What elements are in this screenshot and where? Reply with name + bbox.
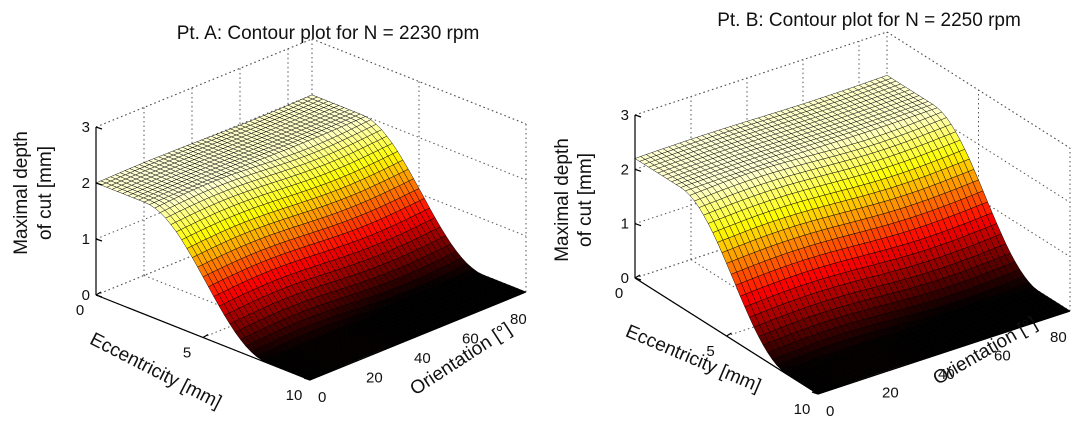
z-tick-label: 3 (621, 107, 629, 124)
z-axis-label-line1: Maximal depth (11, 131, 32, 255)
axis-lines (634, 114, 1071, 395)
chart-title: Pt. A: Contour plot for N = 2230 rpm (177, 23, 480, 44)
z-tick-label: 1 (621, 216, 629, 233)
y-tick-mark (447, 318, 455, 322)
y-tick-label: 40 (414, 350, 431, 367)
y-tick-label: 60 (462, 330, 479, 347)
grid-line (95, 94, 313, 184)
y-tick-mark (351, 357, 359, 362)
x-tick-mark (309, 376, 316, 381)
y-tick-mark (923, 354, 931, 358)
z-tick-mark (95, 294, 103, 298)
x-tick-label: 5 (183, 345, 191, 362)
y-tick-label: 0 (318, 389, 326, 406)
y-tick-mark (399, 338, 407, 342)
axis-lines (95, 126, 527, 381)
surface-mesh (634, 75, 1071, 395)
y-tick-label: 20 (366, 369, 383, 386)
x-tick-label: 0 (76, 302, 84, 319)
z-tick-mark (634, 223, 642, 227)
x-tick-mark (817, 390, 824, 395)
x-tick-label: 5 (706, 343, 714, 360)
z-tick-mark (95, 182, 103, 186)
plot-panel-a: Pt. A: Contour plot for N = 2230 rpm Max… (11, 23, 527, 413)
x-tick-mark (202, 333, 209, 339)
y-tick-label: 80 (1050, 329, 1067, 346)
y-tick-mark (495, 299, 503, 303)
y-tick-mark (979, 336, 987, 340)
surface-plot-a: Pt. A: Contour plot for N = 2230 rpm Max… (11, 23, 527, 413)
z-tick-label: 0 (621, 270, 629, 287)
y-tick-label: 40 (938, 366, 955, 383)
chart-title: Pt. B: Contour plot for N = 2250 rpm (717, 10, 1021, 31)
z-tick-mark (634, 114, 642, 118)
x-tick-label: 10 (794, 401, 811, 418)
z-tick-label: 0 (82, 287, 90, 304)
z-axis-label-line1: Maximal depth (552, 138, 573, 262)
z-tick-mark (634, 277, 642, 281)
plot-panel-b: Pt. B: Contour plot for N = 2250 rpm Max… (537, 0, 1074, 423)
z-tick-label: 3 (82, 119, 90, 136)
x-tick-label: 10 (286, 387, 303, 404)
y-axis-line (817, 310, 1071, 395)
y-tick-label: 60 (994, 348, 1011, 365)
x-tick-mark (95, 291, 102, 296)
z-tick-mark (95, 238, 103, 242)
x-axis-label: Eccentricity [mm] (86, 329, 224, 413)
box-edge (634, 31, 888, 116)
y-tick-label: 0 (826, 403, 834, 420)
y-tick-mark (867, 372, 875, 377)
z-tick-label: 2 (82, 175, 90, 192)
surface-plot-b: Pt. B: Contour plot for N = 2250 rpm Max… (552, 10, 1071, 420)
y-axis-line (309, 291, 527, 381)
y-tick-mark (811, 391, 819, 395)
z-axis-label-line2: of cut [mm] (35, 146, 56, 240)
z-axis-label-line2: of cut [mm] (575, 153, 596, 247)
z-tick-label: 1 (82, 231, 90, 248)
y-tick-mark (303, 377, 311, 381)
z-tick-label: 2 (621, 161, 629, 178)
x-tick-mark (726, 332, 732, 337)
x-tick-label: 0 (615, 285, 623, 302)
z-tick-mark (634, 168, 642, 172)
z-tick-mark (95, 126, 103, 130)
y-tick-label: 80 (510, 311, 527, 328)
y-tick-label: 20 (882, 385, 899, 402)
y-tick-mark (1035, 317, 1043, 321)
x-tick-mark (634, 274, 641, 279)
box-edge (886, 31, 1071, 149)
box-edge (95, 38, 313, 128)
x-axis-label: Eccentricity [mm] (622, 321, 763, 397)
